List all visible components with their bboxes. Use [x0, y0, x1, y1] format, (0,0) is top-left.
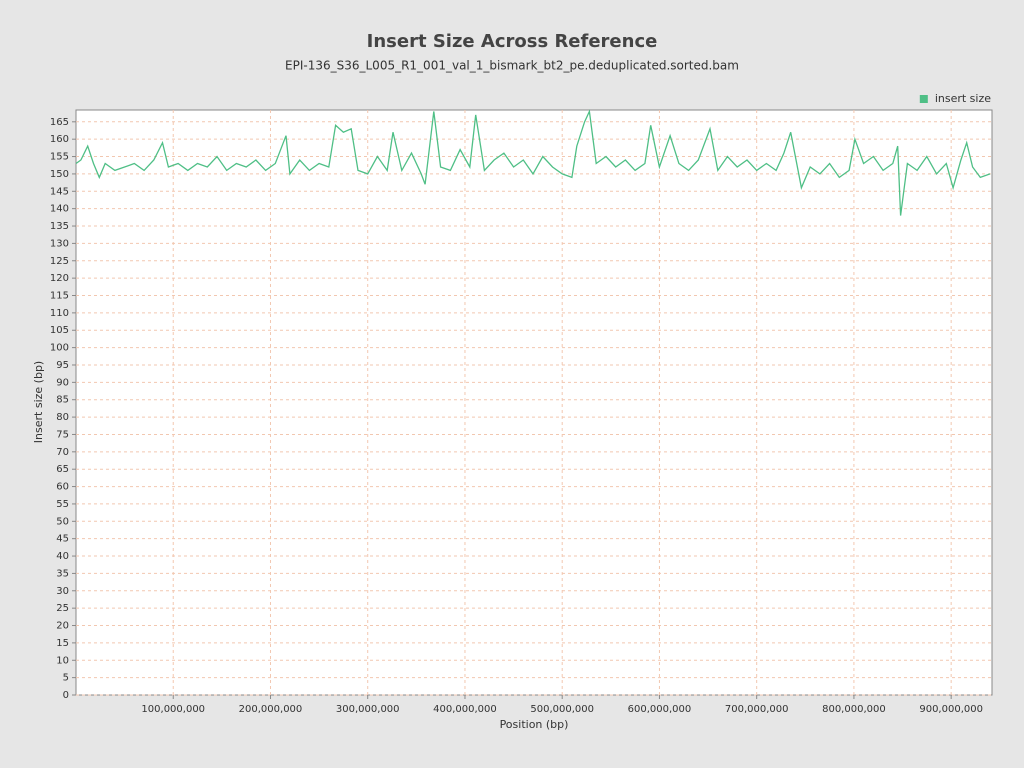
y-tick-label: 145: [50, 186, 69, 197]
y-tick-label: 120: [50, 273, 69, 284]
x-tick-label: 800,000,000: [822, 704, 886, 715]
line: [75, 109, 991, 216]
y-tick-label: 5: [63, 673, 69, 684]
y-tick-label: 155: [50, 152, 69, 163]
y-tick-label: 40: [56, 551, 69, 562]
x-tick-label: 600,000,000: [628, 704, 692, 715]
y-tick-label: 50: [56, 516, 69, 527]
plot-area: [75, 109, 993, 696]
x-tick-label: 200,000,000: [239, 704, 303, 715]
x-tick-label: 500,000,000: [530, 704, 594, 715]
y-tick-label: 70: [56, 447, 69, 458]
y-tick-label: 85: [56, 395, 69, 406]
y-tick-label: 45: [56, 534, 69, 545]
y-tick-label: 75: [56, 429, 69, 440]
y-tick-label: 55: [56, 499, 69, 510]
y-tick-label: 135: [50, 221, 69, 232]
y-tick-label: 160: [50, 134, 69, 145]
y-tick-label: 110: [50, 308, 69, 319]
x-tick-label: 700,000,000: [725, 704, 789, 715]
y-tick-label: 100: [50, 343, 69, 354]
y-tick-label: 140: [50, 204, 69, 215]
x-tick-label: 400,000,000: [433, 704, 497, 715]
legend-swatch: [919, 95, 928, 103]
y-axis-label: Insert size (bp): [32, 361, 45, 443]
y-tick-label: 165: [50, 117, 69, 128]
legend-label: insert size: [935, 92, 991, 105]
y-tick-label: 90: [56, 377, 69, 388]
y-tick-label: 30: [56, 586, 69, 597]
y-tick-label: 60: [56, 482, 69, 493]
x-axis-label: Position (bp): [500, 718, 569, 731]
x-tick-label: 300,000,000: [336, 704, 400, 715]
x-tick-label: 100,000,000: [141, 704, 205, 715]
y-tick-label: 65: [56, 464, 69, 475]
y-tick-label: 20: [56, 621, 69, 632]
chart-title: Insert Size Across Reference: [367, 31, 658, 52]
chart-subtitle: EPI-136_S36_L005_R1_001_val_1_bismark_bt…: [285, 59, 739, 73]
y-tick-label: 130: [50, 238, 69, 249]
y-tick-label: 35: [56, 568, 69, 579]
y-tick-label: 10: [56, 655, 69, 666]
y-tick-label: 80: [56, 412, 69, 423]
y-tick-label: 95: [56, 360, 69, 371]
y-tick-label: 105: [50, 325, 69, 336]
y-tick-label: 0: [63, 690, 69, 701]
y-tick-label: 25: [56, 603, 69, 614]
y-tick-label: 150: [50, 169, 69, 180]
y-tick-label: 15: [56, 638, 69, 649]
y-tick-label: 115: [50, 291, 69, 302]
y-tick-label: 125: [50, 256, 69, 267]
x-tick-label: 900,000,000: [919, 704, 983, 715]
